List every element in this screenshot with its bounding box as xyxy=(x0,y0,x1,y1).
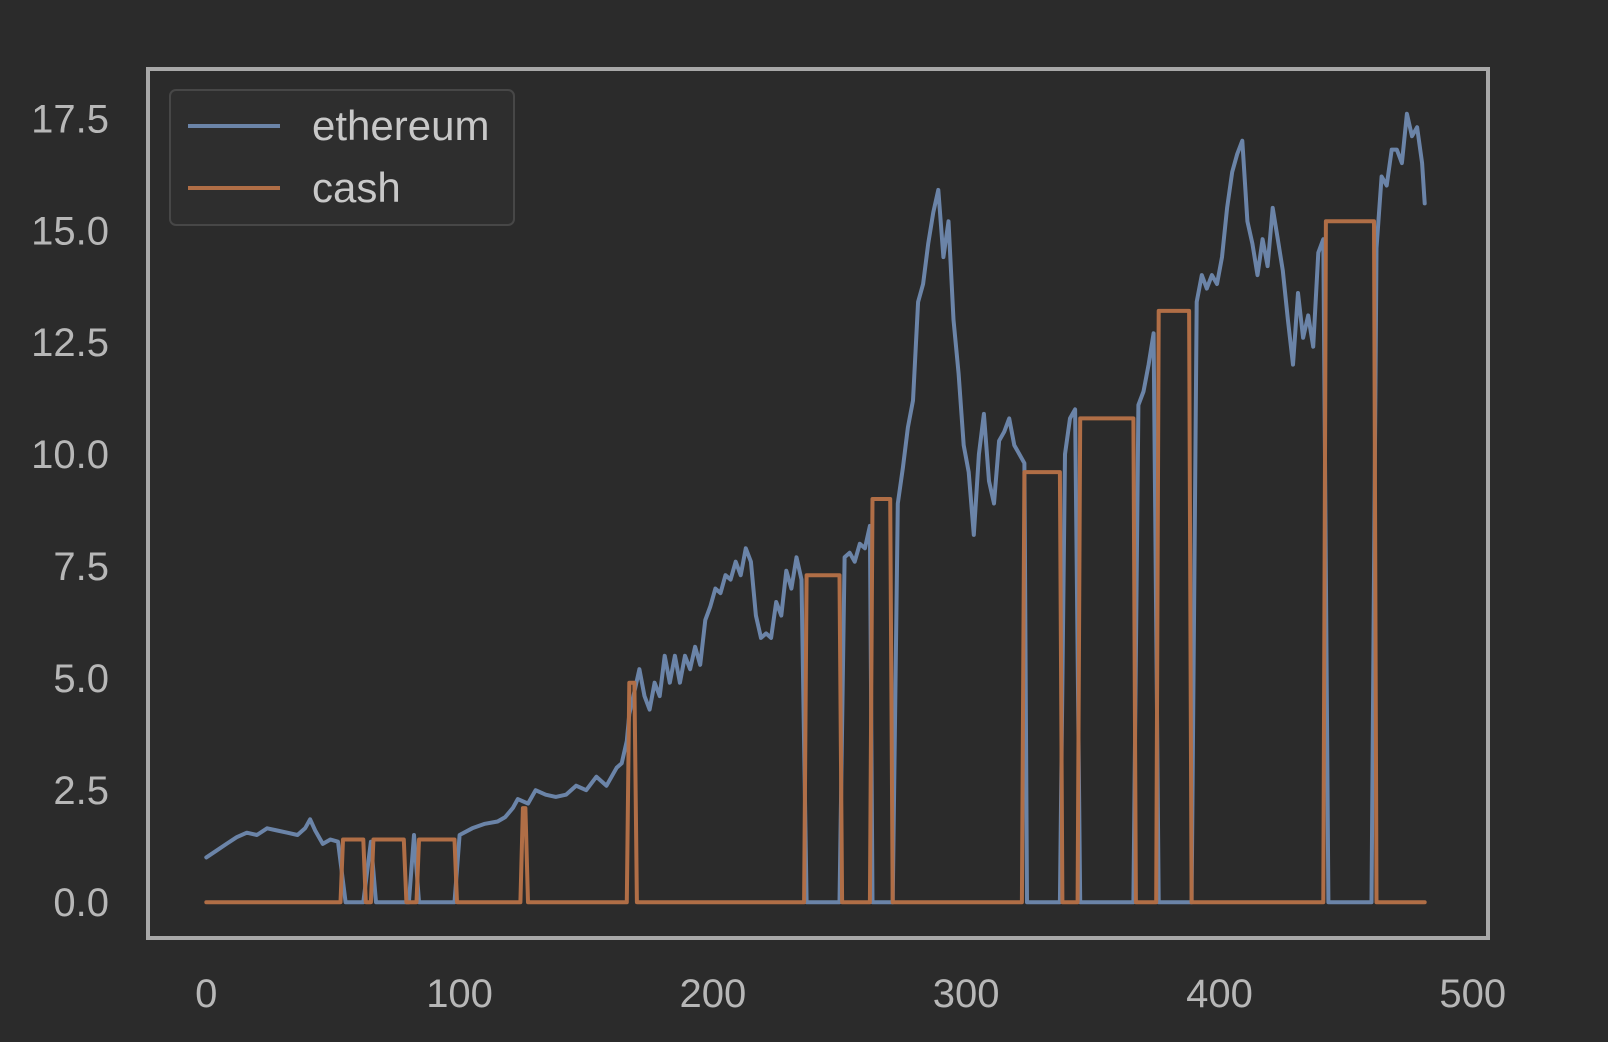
y-tick-label: 15.0 xyxy=(31,209,109,253)
series-line-ethereum xyxy=(204,111,1427,905)
y-tick-label: 7.5 xyxy=(53,545,109,589)
y-axis-ticks: 0.0 2.5 5.0 7.5 10.0 12.5 15.0 17.5 xyxy=(31,97,109,925)
series-line-cash xyxy=(204,219,1427,905)
x-tick-label: 400 xyxy=(1186,972,1253,1016)
legend-box xyxy=(169,89,515,226)
y-tick-label: 5.0 xyxy=(53,657,109,701)
x-tick-label: 100 xyxy=(426,972,493,1016)
y-tick-label: 12.5 xyxy=(31,321,109,365)
x-tick-label: 500 xyxy=(1439,972,1506,1016)
y-tick-label: 17.5 xyxy=(31,97,109,141)
x-tick-label: 200 xyxy=(680,972,747,1016)
x-tick-label: 0 xyxy=(195,972,217,1016)
legend-label-cash: cash xyxy=(312,164,401,211)
x-tick-label: 300 xyxy=(933,972,1000,1016)
series-layer xyxy=(204,111,1427,905)
plot-frame xyxy=(146,67,1490,940)
y-tick-label: 0.0 xyxy=(53,881,109,925)
y-tick-label: 2.5 xyxy=(53,769,109,813)
x-axis-ticks: 0 100 200 300 400 500 xyxy=(195,972,1506,1016)
legend-label-ethereum: ethereum xyxy=(312,102,489,149)
legend: ethereum cash xyxy=(169,89,515,226)
y-tick-label: 10.0 xyxy=(31,433,109,477)
